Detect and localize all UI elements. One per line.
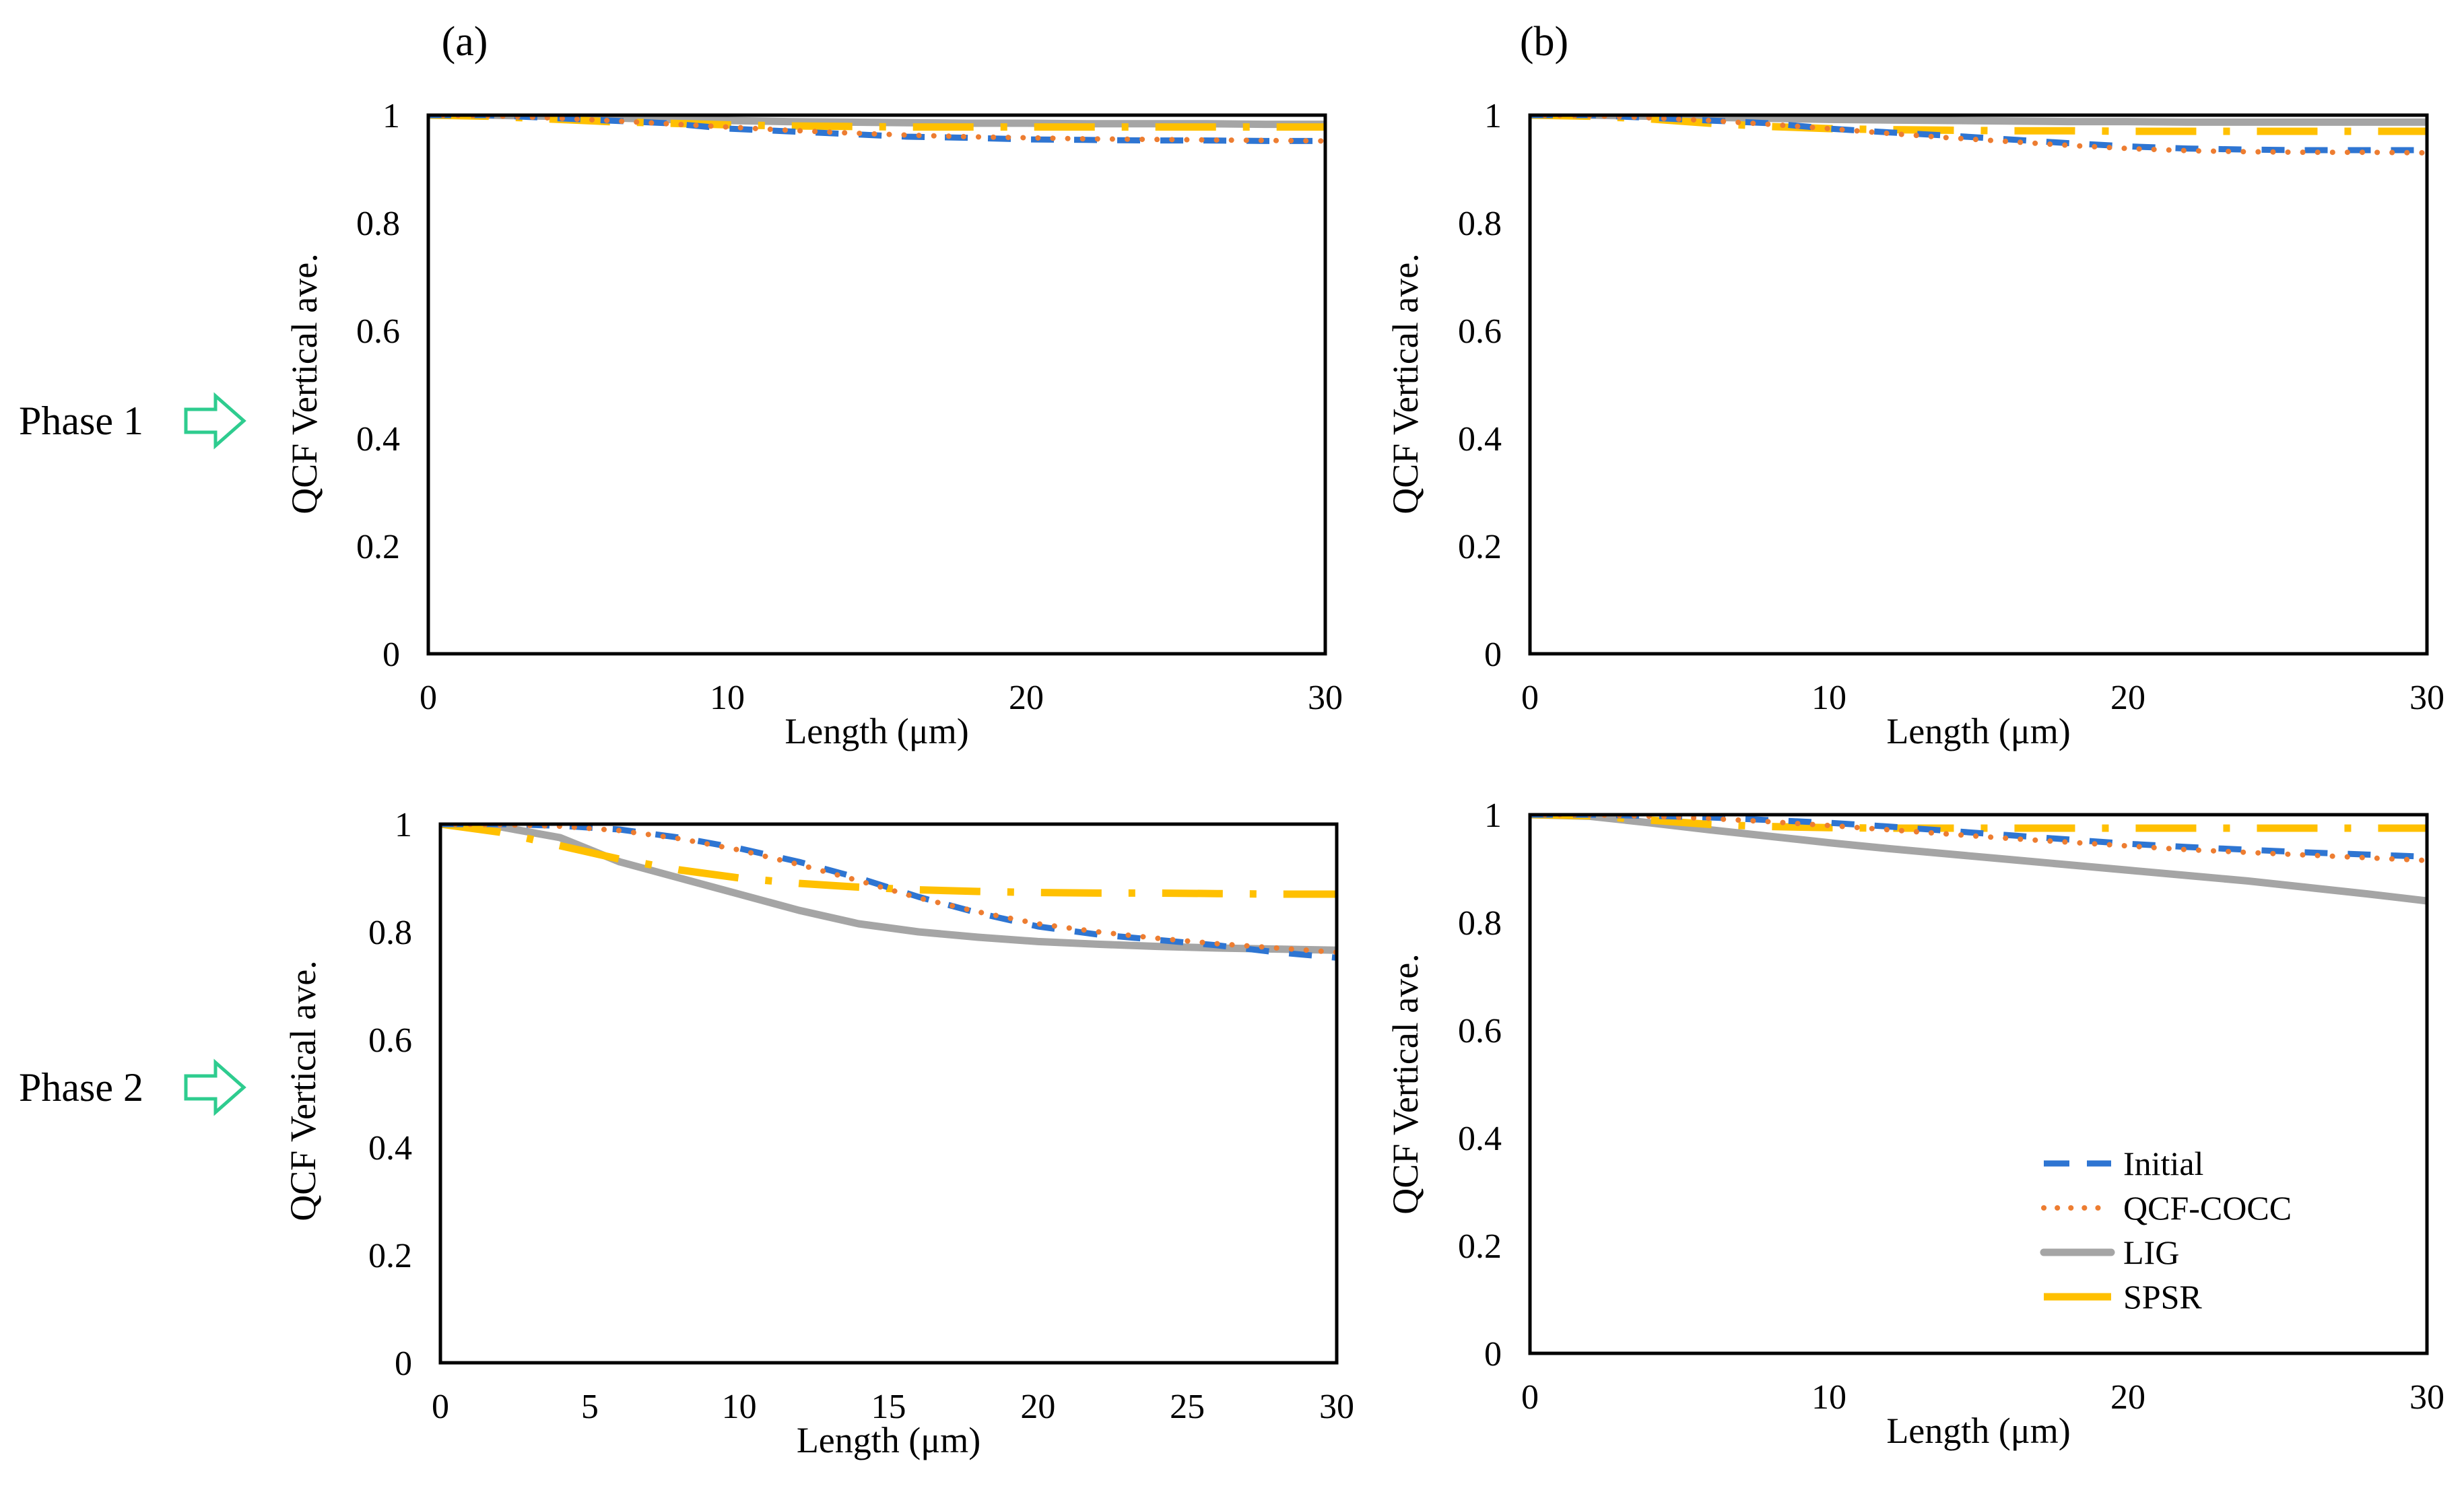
series-line-lig [1530, 815, 2427, 905]
y-tick-label: 0 [395, 1345, 412, 1383]
x-tick-label: 5 [581, 1388, 599, 1426]
series-line-qcf-cocc [440, 824, 1337, 955]
x-tick-label: 20 [1009, 679, 1044, 717]
x-tick-label: 20 [1020, 1388, 1055, 1426]
y-tick-label: 0.8 [1458, 904, 1502, 943]
x-tick-label: 0 [1521, 1378, 1539, 1417]
x-axis-label: Length (μm) [1886, 1411, 2070, 1451]
plot-frame [438, 822, 1339, 1365]
x-tick-label: 30 [2409, 1378, 2444, 1417]
x-tick-label: 30 [1308, 679, 1343, 717]
x-tick-label: 0 [420, 679, 437, 717]
y-tick-label: 0.6 [1458, 1012, 1502, 1050]
x-tick-label: 10 [722, 1388, 757, 1426]
chart-phase1-a: 0 10 20 30 0 0.2 0.4 0.6 0.8 1 Length (μm) QCF Vert… [284, 97, 1343, 751]
plot-frame [1528, 813, 2429, 1355]
legend-item-initial: Initial [2044, 1145, 2203, 1182]
y-tick-label: 0.4 [1458, 420, 1502, 459]
y-tick-label: 1 [395, 806, 412, 844]
x-tick-label: 30 [1319, 1388, 1354, 1426]
y-tick-label: 1 [1484, 97, 1502, 135]
x-tick-label: 25 [1170, 1388, 1205, 1426]
row-label-text: Phase 1 [19, 399, 143, 443]
y-tick-label: 0 [382, 636, 400, 674]
y-tick-label: 0.6 [1458, 312, 1502, 351]
y-tick-label: 0.2 [368, 1237, 412, 1275]
x-tick-label: 30 [2409, 679, 2444, 717]
y-tick-label: 1 [382, 97, 400, 135]
legend-label: SPSR [2123, 1278, 2202, 1316]
series-group [440, 824, 1337, 961]
x-tick-label: 10 [710, 679, 745, 717]
legend-label: LIG [2123, 1233, 2179, 1271]
plot-frame [426, 113, 1327, 656]
y-axis-label: QCF Vertical ave. [283, 960, 323, 1221]
y-axis-label: QCF Vertical ave. [1385, 253, 1426, 514]
right-arrow-outline-icon [184, 392, 246, 450]
chart-phase2-a: 0 5 10 15 20 25 30 0 0.2 0.4 0.6 0.8 1 Length (μm) QCF… [283, 806, 1354, 1460]
y-tick-label: 0.6 [356, 312, 400, 351]
series-line-spsr [1530, 815, 2427, 832]
y-tick-label: 1 [1484, 797, 1502, 835]
series-group [1530, 115, 2427, 156]
x-tick-label: 20 [2110, 1378, 2145, 1417]
x-tick-label: 10 [1811, 1378, 1846, 1417]
x-tick-label: 20 [2110, 679, 2145, 717]
y-tick-label: 0 [1484, 1335, 1502, 1374]
y-tick-label: 0.8 [368, 914, 412, 952]
x-axis-label: Length (μm) [785, 711, 968, 751]
panel-label-a: (a) [442, 19, 488, 65]
right-arrow-outline-icon [184, 1058, 246, 1116]
legend: Initial QCF-COCC LIG SPSR [2040, 1145, 2292, 1316]
series-line-spsr [440, 824, 1337, 898]
y-axis-label: QCF Vertical ave. [284, 253, 325, 514]
panel-label-b: (b) [1520, 19, 1568, 65]
chart-phase2-b: 0 10 20 30 0 0.2 0.4 0.6 0.8 1 Length (μm) QCF Vert… [1385, 797, 2444, 1451]
y-tick-label: 0.4 [356, 420, 400, 459]
y-tick-label: 0.2 [1458, 1227, 1502, 1266]
y-tick-label: 0.2 [1458, 528, 1502, 566]
legend-label: Initial [2123, 1145, 2203, 1182]
y-tick-label: 0.4 [1458, 1120, 1502, 1158]
y-tick-label: 0.8 [356, 205, 400, 243]
x-tick-label: 0 [432, 1388, 449, 1426]
series-group [1530, 815, 2427, 905]
legend-item-qcf-cocc: QCF-COCC [2041, 1189, 2292, 1227]
series-line-qcf-cocc [428, 115, 1325, 144]
legend-item-lig: LIG [2040, 1233, 2179, 1271]
y-tick-label: 0.6 [368, 1021, 412, 1060]
y-tick-label: 0.8 [1458, 205, 1502, 243]
y-axis-label: QCF Vertical ave. [1385, 953, 1426, 1214]
y-tick-label: 0.4 [368, 1129, 412, 1168]
plot-frame [1528, 113, 2429, 656]
x-axis-label: Length (μm) [797, 1420, 980, 1460]
y-tick-label: 0 [1484, 636, 1502, 674]
series-line-qcf-cocc [1530, 815, 2427, 863]
x-axis-label: Length (μm) [1886, 711, 2070, 751]
series-line-qcf-cocc [1530, 115, 2427, 156]
row-label-text: Phase 2 [19, 1065, 143, 1110]
chart-phase1-b: 0 10 20 30 0 0.2 0.4 0.6 0.8 1 Length (μm) QCF Vert… [1385, 97, 2444, 751]
x-tick-label: 15 [871, 1388, 906, 1426]
series-group [428, 115, 1325, 144]
x-tick-label: 0 [1521, 679, 1539, 717]
row-label-phase-2: Phase 2 [19, 1058, 246, 1116]
y-tick-label: 0.2 [356, 528, 400, 566]
legend-label: QCF-COCC [2123, 1189, 2292, 1227]
legend-item-spsr: SPSR [2044, 1278, 2202, 1316]
x-tick-label: 10 [1811, 679, 1846, 717]
row-label-phase-1: Phase 1 [19, 392, 246, 450]
